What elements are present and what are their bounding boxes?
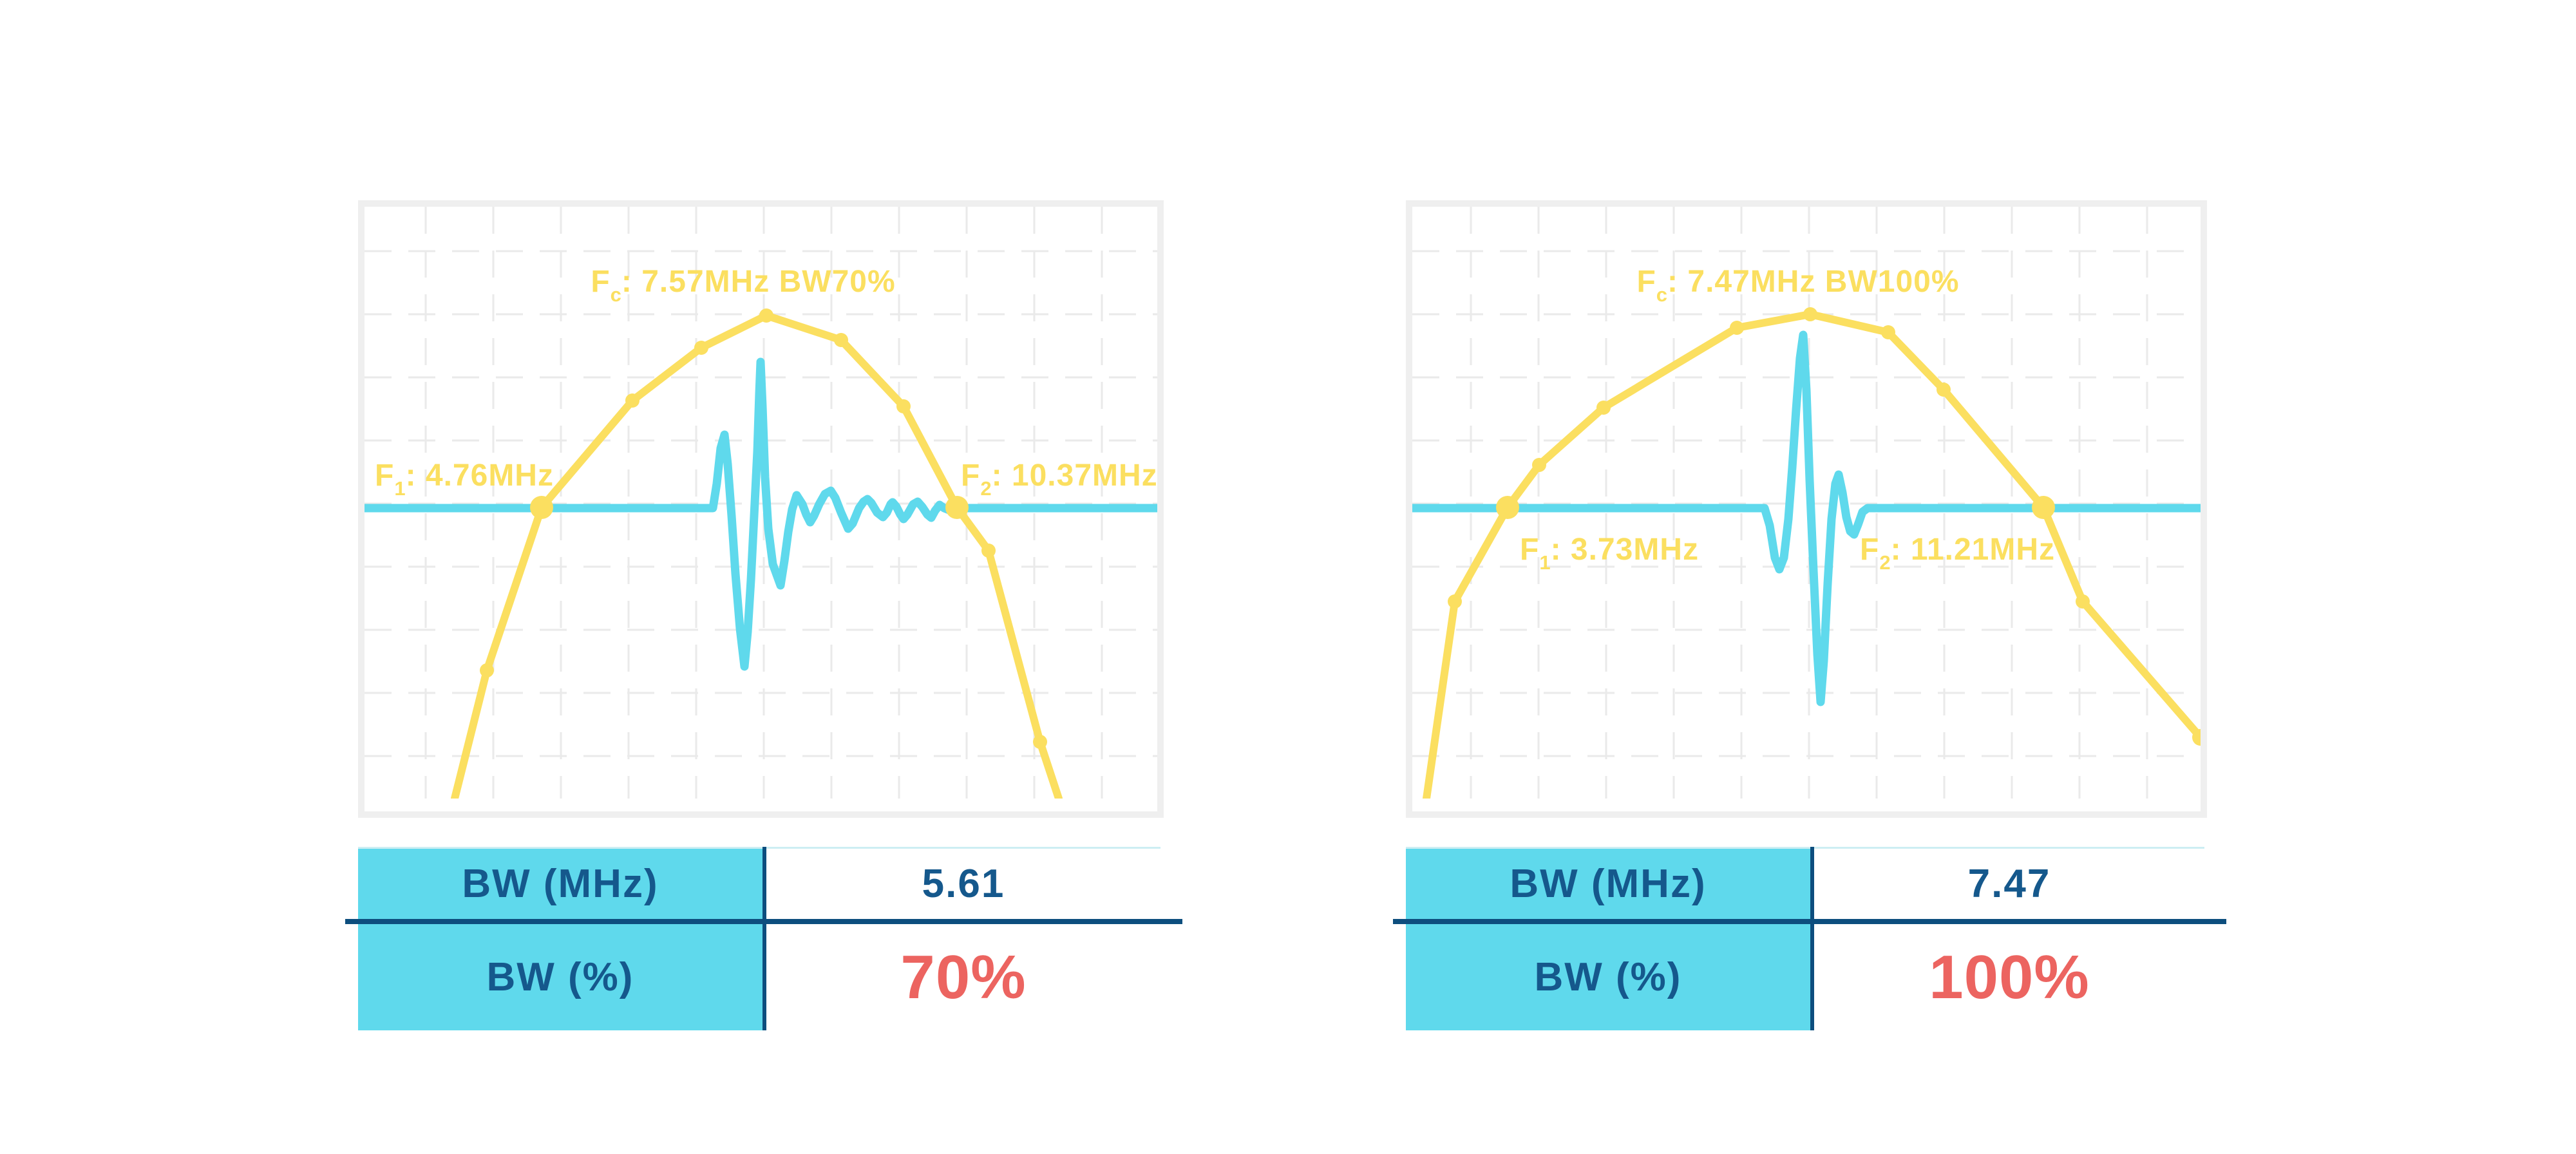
bw-pct-label: BW (%) [1534, 955, 1682, 999]
f1-annotation: F1: 4.76MHz [375, 459, 554, 499]
table-row-divider [1393, 919, 2226, 924]
bw-mhz-label: BW (MHz) [1510, 862, 1707, 906]
f2-annotation-subscript: 2 [980, 477, 992, 500]
table-row-divider [345, 919, 1182, 924]
f1-annotation-subscript: 1 [1539, 551, 1551, 574]
transducer-spectrum-marker-dot [480, 663, 494, 677]
transducer-spectrum-marker-dot [2032, 496, 2055, 519]
f1-annotation-text: : 4.76MHz [405, 459, 554, 493]
f2-annotation-subscript: 2 [1879, 551, 1891, 574]
bw-mhz-value: 5.61 [922, 862, 1005, 906]
table-label-column [1406, 849, 1810, 1030]
transducer-spectrum-marker-dot [1881, 325, 1895, 339]
table-label-column [358, 849, 762, 1030]
transducer-spectrum-curve [451, 312, 1063, 799]
table-top-rule [358, 847, 1160, 849]
transducer-spectrum-marker-dot [1532, 458, 1546, 472]
transducer-spectrum-marker-dot [1803, 307, 1817, 321]
table-column-divider [762, 847, 766, 1030]
f2-annotation-prefix: F [961, 459, 981, 493]
transducer-spectrum-marker-dot [694, 341, 708, 355]
f1-annotation: F1: 3.73MHz [1520, 533, 1699, 573]
bw-pct-value: 100% [1929, 942, 2090, 1012]
transducer-spectrum-marker-dot [981, 544, 996, 558]
transducer-spectrum-marker-dot [1730, 321, 1744, 335]
bw-pct-value: 70% [900, 942, 1027, 1012]
f2-annotation-text: : 10.37MHz [991, 459, 1158, 493]
f1-annotation-text: : 3.73MHz [1550, 533, 1699, 567]
f2-annotation-prefix: F [1860, 533, 1880, 567]
transducer-spectrum-marker-dot [2192, 729, 2201, 746]
bw-mhz-label: BW (MHz) [462, 862, 659, 906]
fc-annotation: Fc: 7.47MHz BW100% [1508, 265, 2088, 305]
spectrum-plot-right [1412, 207, 2201, 799]
bw-mhz-value: 7.47 [1967, 862, 2051, 906]
bw-pct-label: BW (%) [486, 955, 634, 999]
spectrum-chart-right: Fc: 7.47MHz BW100% F1: 3.73MHz F2: 11.21… [1406, 200, 2207, 818]
fc-annotation-subscript: c [1656, 283, 1668, 306]
transducer-spectrum-marker-dot [834, 333, 848, 347]
spectrum-chart-left: Fc: 7.57MHz BW70% F1: 4.76MHz F2: 10.37M… [358, 200, 1164, 818]
transducer-spectrum-marker-dot [530, 496, 553, 519]
pulse-echo-waveform-curve [365, 357, 1157, 671]
fc-annotation: Fc: 7.57MHz BW70% [453, 265, 1033, 305]
f1-annotation-prefix: F [375, 459, 395, 493]
fc-annotation-prefix: F [1636, 265, 1656, 299]
fc-annotation-subscript: c [610, 283, 621, 306]
spectrum-plot-left [365, 207, 1157, 799]
transducer-spectrum-marker-dot [759, 308, 773, 323]
f2-annotation-text: : 11.21MHz [1890, 533, 2056, 567]
transducer-spectrum-marker-dot [896, 399, 911, 413]
pulse-echo-waveform-curve [1412, 330, 2201, 706]
fc-annotation-prefix: F [591, 265, 611, 299]
transducer-spectrum-marker-dot [1937, 383, 1951, 397]
transducer-spectrum-marker-dot [1448, 594, 1462, 609]
fc-annotation-text: : 7.47MHz BW100% [1667, 265, 1960, 299]
transducer-spectrum-marker-dot [625, 393, 639, 408]
transducer-spectrum-marker-dot [1033, 735, 1047, 749]
f1-annotation-prefix: F [1520, 533, 1540, 567]
transducer-spectrum-marker-dot [1596, 401, 1611, 415]
transducer-spectrum-marker-dot [1496, 496, 1519, 519]
transducer-spectrum-marker-dot [945, 496, 969, 519]
bw-table-left: BW (MHz) 5.61 BW (%) 70% [345, 847, 1182, 1030]
bw-table-right: BW (MHz) 7.47 BW (%) 100% [1393, 847, 2226, 1030]
table-column-divider [1810, 847, 1814, 1030]
fc-annotation-text: : 7.57MHz BW70% [621, 265, 896, 299]
f2-annotation: F2: 10.37MHz [961, 459, 1158, 499]
f1-annotation-subscript: 1 [394, 477, 406, 500]
transducer-spectrum-marker-dot [2076, 594, 2090, 609]
f2-annotation: F2: 11.21MHz [1860, 533, 2056, 573]
table-top-rule [1406, 847, 2204, 849]
transducer-spectrum-curve [1423, 310, 2201, 799]
